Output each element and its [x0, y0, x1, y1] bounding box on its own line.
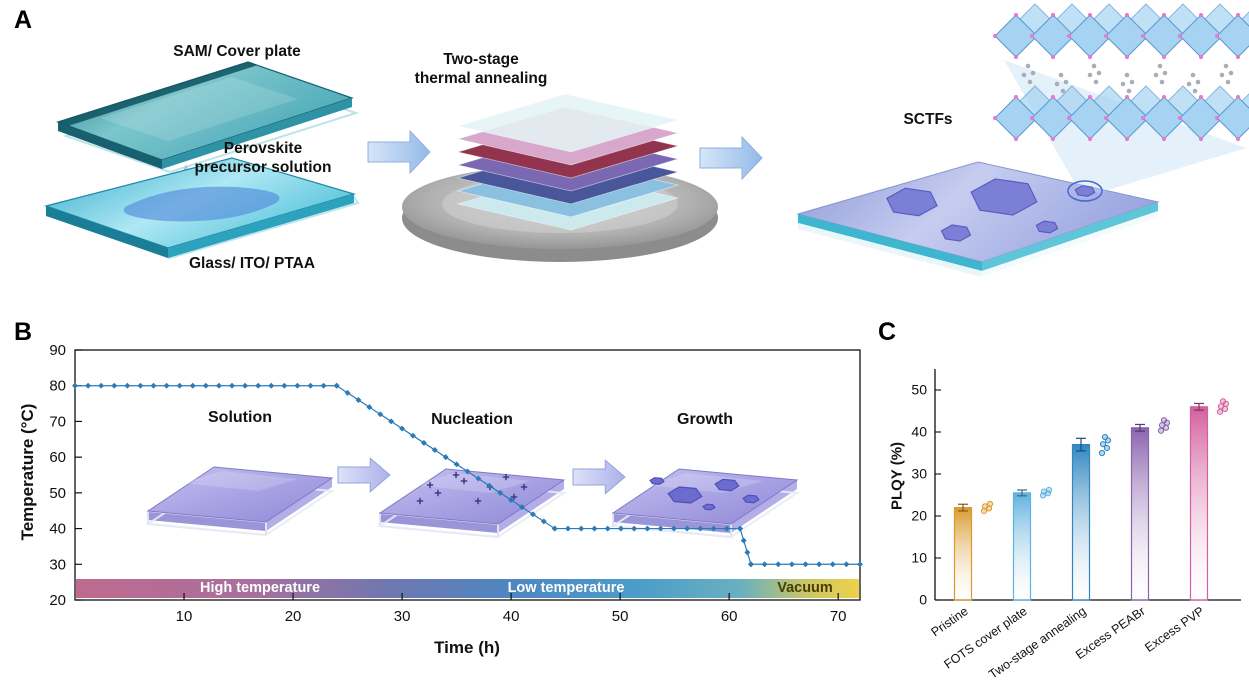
- sam-cover-plate-label: SAM/ Cover plate: [173, 43, 301, 60]
- y-tick-label: 30: [49, 556, 66, 573]
- block-arrow-icon: [367, 129, 431, 175]
- phase-gradient-bar: [76, 579, 859, 598]
- annealing-line1: Two-stage: [443, 51, 519, 68]
- y-tick-label: 0: [919, 592, 927, 608]
- bar-group-3: [1071, 433, 1112, 601]
- process-arrows: [367, 129, 763, 181]
- y-tick-label: 40: [49, 521, 66, 538]
- stage-insets: [145, 457, 800, 539]
- crystal-structure-graphic: [992, 3, 1249, 142]
- block-arrow-icon: [337, 457, 391, 493]
- zoom-circle-icon: [1067, 180, 1103, 202]
- annealing-profile-chart: 20 30 40 50 60 70 80 90 10 20 30 40 50 60 70: [49, 342, 863, 625]
- plot-frame: [74, 349, 861, 601]
- annealing-label: Two-stage thermal annealing: [415, 50, 548, 89]
- phase-label-low-temp: Low temperature: [507, 580, 625, 596]
- block-arrow-icon: [572, 459, 626, 495]
- precursor-line1: Perovskite: [223, 140, 303, 157]
- stage-label-growth: Growth: [677, 411, 733, 428]
- category-label: Pristine: [929, 604, 971, 639]
- annealing-stack-graphic: [456, 93, 680, 231]
- y-tick-label: 30: [911, 466, 927, 482]
- panel-a-illustration: [43, 3, 1249, 277]
- y-tick-label: 20: [911, 508, 927, 524]
- y-tick-label: 10: [911, 550, 927, 566]
- precursor-solution-label: Perovskite precursor solution: [195, 139, 332, 178]
- sctf-plate-graphic: [796, 161, 1160, 277]
- annealing-line2: thermal annealing: [414, 70, 548, 88]
- block-arrow-icon: [699, 135, 763, 181]
- sctf-crystals-graphic: [886, 178, 1103, 242]
- panel-label-a: A: [14, 6, 33, 34]
- panel-label-c: C: [878, 318, 897, 346]
- y-tick-label: 60: [49, 449, 66, 466]
- precursor-line2: precursor solution: [194, 159, 332, 177]
- bar-group-2: [1012, 486, 1053, 601]
- y-tick-label: 20: [49, 592, 66, 609]
- phase-label-high-temp: High temperature: [199, 580, 321, 596]
- temperature-curve: [72, 382, 863, 568]
- x-tick-label: 60: [721, 608, 738, 625]
- category-label: Excess PVP: [1142, 604, 1206, 655]
- x-tick-label: 70: [830, 608, 847, 625]
- substrate-label: Glass/ ITO/ PTAA: [188, 255, 316, 272]
- cover-plate-graphic: [56, 61, 360, 174]
- substrate-plate-graphic: [43, 157, 360, 260]
- x-tick-label: 50: [612, 608, 629, 625]
- x-tick-label: 30: [394, 608, 411, 625]
- y-tick-label: 50: [49, 485, 66, 502]
- phase-label-vacuum: Vacuum: [777, 580, 833, 596]
- sctf-label: SCTFs: [903, 111, 953, 128]
- x-axis-label-time: Time (h): [434, 638, 500, 657]
- y-axis-label-plqy: PLQY (%): [888, 441, 906, 511]
- x-tick-label: 20: [285, 608, 302, 625]
- x-tick-label: 40: [503, 608, 520, 625]
- bar-group-4: [1130, 417, 1171, 601]
- x-tick-label: 10: [176, 608, 193, 625]
- y-tick-label: 90: [49, 342, 66, 359]
- y-tick-label: 50: [911, 382, 927, 398]
- category-label: Two-stage annealing: [986, 604, 1089, 680]
- y-tick-label: 80: [49, 378, 66, 395]
- stage-label-solution: Solution: [208, 409, 272, 426]
- stage-label-nucleation: Nucleation: [431, 411, 513, 428]
- panel-label-b: B: [14, 318, 33, 346]
- y-tick-label: 40: [911, 424, 927, 440]
- bar-group-5: [1189, 398, 1230, 601]
- bar-group-1: [953, 500, 994, 601]
- y-axis-label-temperature: Temperature (°C): [18, 403, 37, 541]
- y-tick-label: 70: [49, 413, 66, 430]
